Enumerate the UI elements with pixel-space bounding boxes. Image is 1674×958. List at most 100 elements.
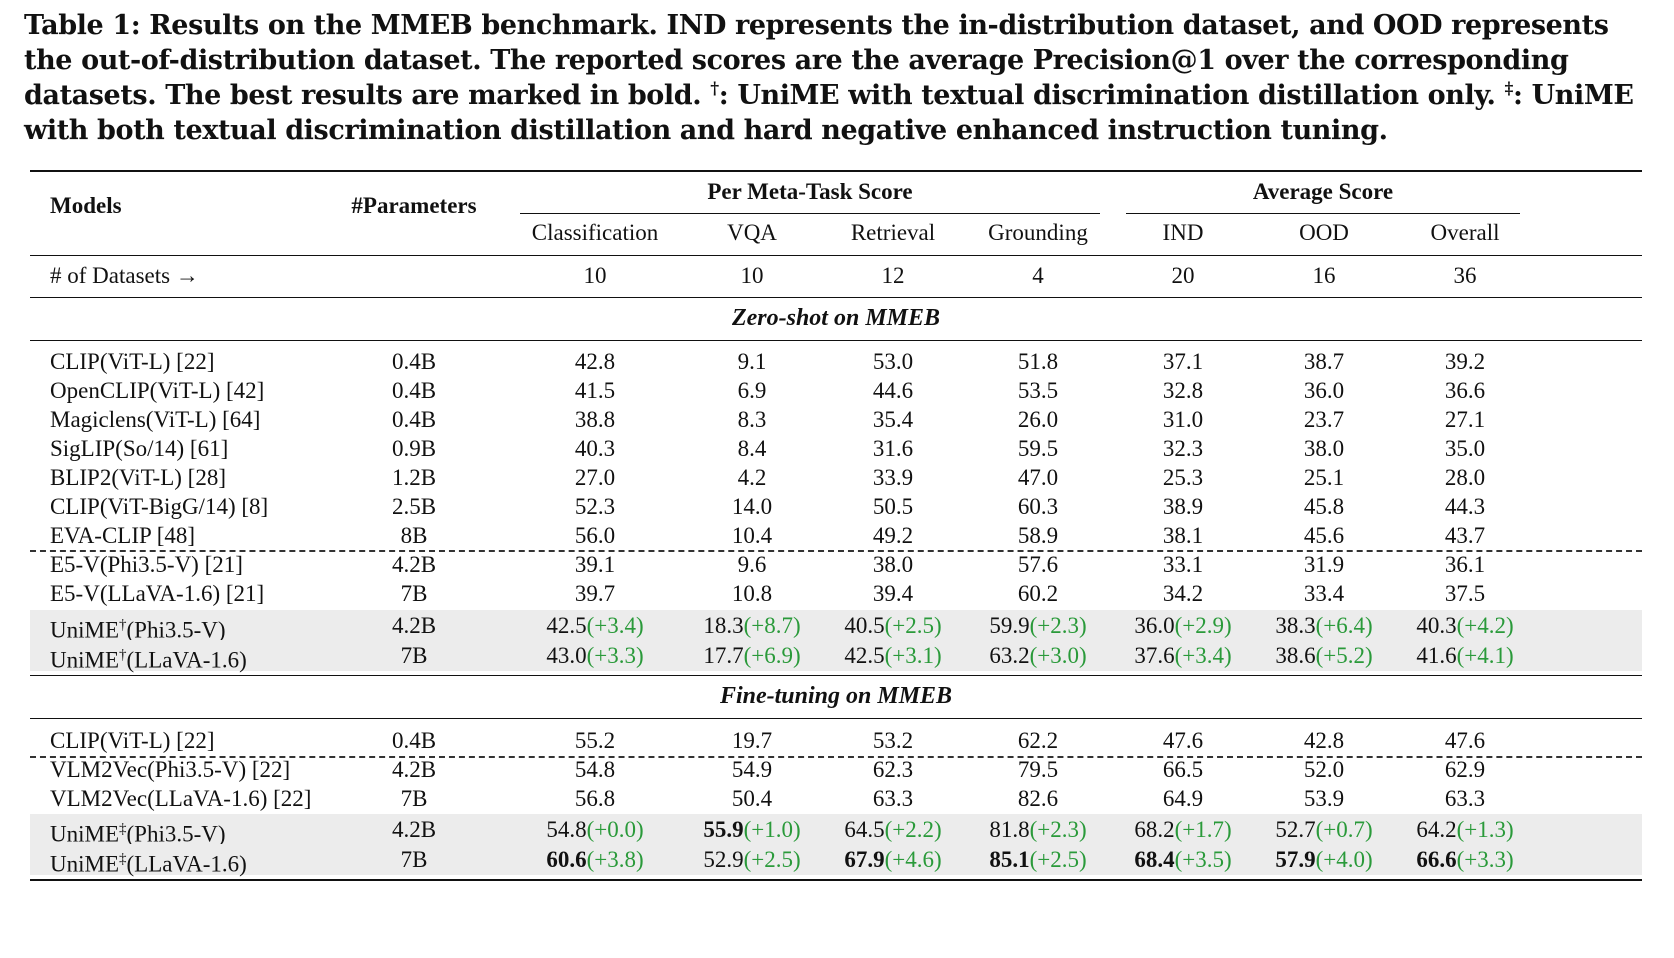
score-cell: 42.8 (574, 349, 616, 374)
header-rule (30, 255, 1642, 256)
table-row: CLIP(ViT-L) [22] 0.4B 55.2 19.7 53.2 62.2 47.6… (30, 725, 1642, 756)
score-value: 18.3 (703, 613, 744, 638)
score-cell: 42.8 (1303, 728, 1345, 753)
score-delta: (+3.4) (1174, 643, 1232, 668)
score-delta: (+8.7) (743, 613, 801, 638)
score-cell: 55.9(+1.0) (677, 814, 827, 845)
score-delta: (+3.8) (586, 847, 644, 872)
score-value: 42.5 (546, 613, 587, 638)
model-name: UniME†(Phi3.5-V) (50, 610, 226, 646)
score-cell: 39.1 (574, 552, 616, 577)
score-delta: (+2.3) (1029, 613, 1087, 638)
score-value: 41.6 (1416, 643, 1457, 668)
column-header: Grounding (988, 220, 1088, 245)
table-row: VLM2Vec(Phi3.5-V) [22] 4.2B 54.8 54.9 62.3 79… (30, 754, 1642, 785)
score-value: 59.9 (989, 613, 1030, 638)
score-delta: (+2.5) (1029, 847, 1087, 872)
score-delta: (+2.9) (1174, 613, 1232, 638)
score-value: 40.3 (1416, 613, 1457, 638)
score-cell: 53.0 (872, 349, 914, 374)
score-value: 52.9 (703, 847, 744, 872)
table-row: E5-V(Phi3.5-V) [21] 4.2B 39.1 9.6 38.0 57.6 33… (30, 549, 1642, 580)
model-mark: ‡ (119, 851, 127, 867)
model-name: EVA-CLIP [48] (50, 523, 196, 548)
score-cell: 32.8 (1162, 378, 1204, 403)
score-value: 37.6 (1134, 643, 1175, 668)
score-cell: 38.6(+5.2) (1249, 640, 1399, 671)
column-header: Classification (531, 220, 659, 245)
model-name: BLIP2(ViT-L) [28] (50, 465, 226, 490)
score-cell: 62.9 (1444, 757, 1486, 782)
model-base: UniME (50, 821, 119, 847)
model-base: UniME (50, 851, 119, 877)
score-cell: 9.1 (737, 349, 767, 374)
score-cell: 51.8 (1017, 349, 1059, 374)
score-cell: 57.6 (1017, 552, 1059, 577)
score-value: 63.2 (989, 643, 1030, 668)
score-cell: 53.9 (1303, 786, 1345, 811)
score-value: 64.5 (844, 817, 885, 842)
caption-text-2: : UniME with textual discrimination dist… (718, 80, 1496, 111)
model-name: OpenCLIP(ViT-L) [42] (50, 378, 265, 403)
model-variant: (LLaVA-1.6) (126, 647, 247, 673)
score-cell: 41.6(+4.1) (1390, 640, 1540, 671)
table-row: Magiclens(ViT-L) [64] 0.4B 38.8 8.3 35.4 26.0… (30, 404, 1642, 435)
score-value: 57.9 (1275, 847, 1316, 872)
model-name: VLM2Vec(Phi3.5-V) [22] (50, 757, 291, 782)
score-value: 64.2 (1416, 817, 1457, 842)
score-cell: 59.5 (1017, 436, 1059, 461)
score-cell: 10.4 (731, 523, 773, 548)
score-cell: 47.6 (1444, 728, 1486, 753)
score-cell: 43.0(+3.3) (520, 640, 670, 671)
score-cell: 31.6 (872, 436, 914, 461)
model-name: CLIP(ViT-BigG/14) [8] (50, 494, 269, 519)
score-delta: (+1.7) (1174, 817, 1232, 842)
score-delta: (+4.2) (1456, 613, 1514, 638)
score-cell: 67.9(+4.6) (818, 844, 968, 875)
score-value: 81.8 (989, 817, 1030, 842)
table-row: CLIP(ViT-L) [22] 0.4B 42.8 9.1 53.0 51.8 37.1 3… (30, 346, 1642, 377)
score-delta: (+1.0) (743, 817, 801, 842)
score-cell: 36.6 (1444, 378, 1486, 403)
score-cell: 54.8 (574, 757, 616, 782)
score-cell: 52.0 (1303, 757, 1345, 782)
dataset-count: 10 (740, 263, 764, 288)
dataset-count: 20 (1171, 263, 1195, 288)
caption-dagger: † (710, 79, 719, 99)
score-cell: 52.9(+2.5) (677, 844, 827, 875)
score-delta: (+2.5) (884, 613, 942, 638)
score-cell: 33.4 (1303, 581, 1345, 606)
score-cell: 68.2(+1.7) (1108, 814, 1258, 845)
fine-tuning-dashed-separator (30, 756, 1642, 758)
param-count: 7B (400, 581, 428, 606)
zero-shot-dashed-separator (30, 550, 1642, 552)
score-cell: 45.8 (1303, 494, 1345, 519)
score-value: 38.6 (1275, 643, 1316, 668)
score-cell: 38.3(+6.4) (1249, 610, 1399, 641)
score-cell: 50.5 (872, 494, 914, 519)
score-cell: 25.1 (1303, 465, 1345, 490)
model-name: E5-V(Phi3.5-V) [21] (50, 552, 243, 577)
score-delta: (+0.0) (586, 817, 644, 842)
param-count: 4.2B (391, 817, 437, 842)
top-rule (30, 170, 1642, 172)
model-variant: (Phi3.5-V) (126, 617, 226, 643)
unime-row: UniME†(Phi3.5-V) 4.2B 42.5(+3.4) 18.3(+8.7)… (30, 610, 1642, 643)
score-cell: 6.9 (737, 378, 767, 403)
model-mark: † (119, 617, 127, 633)
fine-tuning-title: Fine-tuning on MMEB (719, 683, 953, 709)
score-delta: (+2.3) (1029, 817, 1087, 842)
score-cell: 59.9(+2.3) (963, 610, 1113, 641)
table-row: BLIP2(ViT-L) [28] 1.2B 27.0 4.2 33.9 47.0 25.3… (30, 462, 1642, 493)
score-cell: 52.7(+0.7) (1249, 814, 1399, 845)
datasets-rule (30, 297, 1642, 298)
param-count: 7B (400, 786, 428, 811)
score-cell: 66.5 (1162, 757, 1204, 782)
score-cell: 43.7 (1444, 523, 1486, 548)
score-cell: 45.6 (1303, 523, 1345, 548)
score-cell: 18.3(+8.7) (677, 610, 827, 641)
score-cell: 53.5 (1017, 378, 1059, 403)
fine-tuning-top-rule (30, 675, 1642, 676)
score-value: 17.7 (703, 643, 744, 668)
model-mark: † (119, 647, 127, 663)
